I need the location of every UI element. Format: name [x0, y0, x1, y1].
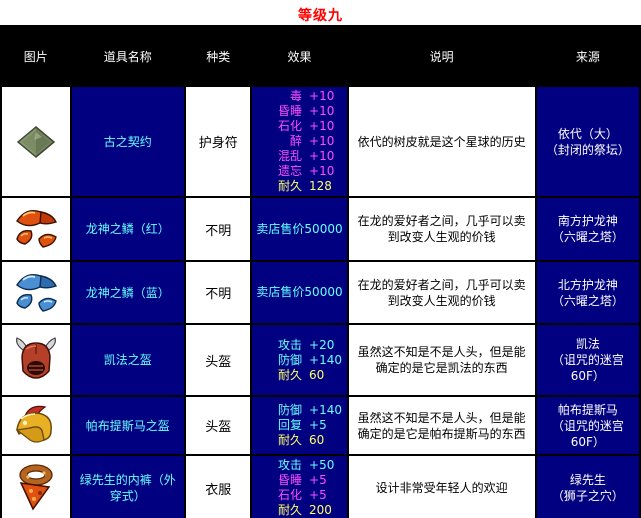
item-type: 衣服 — [184, 454, 253, 518]
item-effects: 攻击 +20 防御 +140 耐久 60 — [250, 323, 349, 397]
source-line: 依代（大） — [557, 126, 618, 141]
item-type: 头盔 — [184, 395, 253, 456]
effect-line: 耐久 200 — [278, 503, 332, 517]
table-row: 龙神之鳞（红） 不明 卖店售价50000 在龙的爱好者之间，几乎可以卖到改变人生… — [0, 196, 641, 262]
effect-line: 攻击 +20 — [278, 337, 335, 352]
item-source: 凯法 （诅咒的迷宫60F） — [534, 323, 641, 397]
triangle-underwear-with-ring-icon — [3, 463, 69, 513]
item-image-cell — [0, 395, 72, 456]
effect-line: 卖店售价50000 — [256, 221, 343, 236]
item-effects: 攻击 +50 昏睡 +5 石化 +5 耐久 200 — [250, 454, 349, 518]
gold-plumed-helmet-icon — [3, 401, 69, 451]
effect-line: 防御 +140 — [278, 352, 342, 367]
item-source: 依代（大） （封闭的祭坛） — [534, 85, 641, 198]
item-source: 南方护龙神 （六曜之塔） — [534, 196, 641, 262]
table-row: 帕布提斯马之盔 头盔 防御 +140 回复 +5 耐久 60 — [0, 395, 641, 456]
effect-line: 回复 +5 — [278, 418, 327, 432]
source-line: （狮子之穴） — [551, 489, 624, 503]
item-image-cell — [0, 323, 72, 397]
green-diamond-amulet-icon — [3, 118, 69, 166]
item-image-cell — [0, 196, 72, 262]
item-type: 护身符 — [184, 85, 253, 198]
effect-line: 耐久 128 — [278, 179, 332, 193]
item-image-cell — [0, 260, 72, 325]
page-title: 等级九 — [298, 8, 343, 24]
red-horned-helmet-icon — [3, 335, 69, 385]
item-effects: 卖店售价50000 — [250, 196, 349, 262]
item-description: 设计非常受年轻人的欢迎 — [346, 454, 537, 518]
item-source: 帕布提斯马 （诅咒的迷宫60F） — [534, 395, 641, 456]
source-line: （诅咒的迷宫60F） — [551, 353, 624, 383]
item-source: 绿先生 （狮子之穴） — [534, 454, 641, 518]
item-image-cell — [0, 85, 72, 198]
effect-line: 石化 +5 — [278, 488, 327, 502]
blue-dragon-scales-icon — [3, 268, 69, 318]
header-row: 图片 道具名称 种类 效果 说明 来源 — [0, 25, 641, 87]
effect-line: 耐久 60 — [278, 367, 325, 382]
source-line: 帕布提斯马 — [557, 402, 618, 417]
item-effects: 防御 +140 回复 +5 耐久 60 — [250, 395, 349, 456]
item-description: 在龙的爱好者之间，几乎可以卖到改变人生观的价钱 — [346, 260, 537, 325]
item-effects: 卖店售价50000 — [250, 260, 349, 325]
items-table: 图片 道具名称 种类 效果 说明 来源 — [0, 25, 641, 518]
column-header-source: 来源 — [534, 25, 641, 87]
column-header-description: 说明 — [346, 25, 537, 87]
item-name: 帕布提斯马之盔 — [69, 395, 187, 456]
table-row: 龙神之鳞（蓝） 不明 卖店售价50000 在龙的爱好者之间，几乎可以卖到改变人生… — [0, 260, 641, 325]
effect-line: 昏睡 +10 — [278, 104, 335, 118]
red-dragon-scales-icon — [3, 204, 69, 254]
item-source: 北方护龙神 （六曜之塔） — [534, 260, 641, 325]
source-line: 凯法 — [575, 337, 600, 351]
item-description: 在龙的爱好者之间，几乎可以卖到改变人生观的价钱 — [346, 196, 537, 262]
item-name: 凯法之盔 — [69, 323, 187, 397]
column-header-name: 道具名称 — [69, 25, 187, 87]
item-name: 龙神之鳞（蓝） — [69, 260, 187, 325]
source-line: （封闭的祭坛） — [545, 142, 630, 157]
source-line: （诅咒的迷宫60F） — [551, 418, 624, 449]
effect-line: 混乱 +10 — [278, 149, 335, 163]
item-description: 虽然这不知是不是人头，但是能确定的是它是帕布提斯马的东西 — [346, 395, 537, 456]
effect-line: 防御 +140 — [278, 403, 342, 417]
table-row: 古之契约 护身符 毒 +10 昏睡 +10 石化 +10 — [0, 85, 641, 198]
effect-line: 卖店售价50000 — [256, 285, 343, 299]
effect-line: 攻击 +50 — [278, 458, 335, 472]
item-type: 头盔 — [184, 323, 253, 397]
source-line: （六曜之塔） — [551, 293, 624, 308]
effect-line: 遗忘 +10 — [278, 164, 335, 178]
column-header-type: 种类 — [184, 25, 253, 87]
source-line: 绿先生 — [569, 473, 606, 487]
item-description: 虽然这不知是不是人头，但是能确定的是它是凯法的东西 — [346, 323, 537, 397]
table-row: 绿先生的内裤（外穿式） 衣服 攻击 +50 昏睡 +5 石化 +5 — [0, 454, 641, 518]
effect-line: 醉 +10 — [290, 134, 335, 148]
item-effects: 毒 +10 昏睡 +10 石化 +10 醉 +10 — [250, 85, 349, 198]
effect-line: 石化 +10 — [278, 119, 335, 133]
item-description: 依代的树皮就是这个星球的历史 — [346, 85, 537, 198]
source-line: 南方护龙神 — [557, 214, 618, 228]
effect-line: 耐久 60 — [278, 433, 325, 447]
table-row: 凯法之盔 头盔 攻击 +20 防御 +140 耐久 60 — [0, 323, 641, 397]
effect-line: 毒 +10 — [290, 89, 335, 103]
column-header-effect: 效果 — [250, 25, 349, 87]
item-image-cell — [0, 454, 72, 518]
column-header-image: 图片 — [0, 25, 72, 87]
item-name: 绿先生的内裤（外穿式） — [69, 454, 187, 518]
source-line: （六曜之塔） — [551, 230, 624, 244]
effect-line: 昏睡 +5 — [278, 473, 327, 487]
item-type: 不明 — [184, 196, 253, 262]
source-line: 北方护龙神 — [557, 277, 618, 292]
item-name: 古之契约 — [69, 85, 187, 198]
item-name: 龙神之鳞（红） — [69, 196, 187, 262]
item-type: 不明 — [184, 260, 253, 325]
